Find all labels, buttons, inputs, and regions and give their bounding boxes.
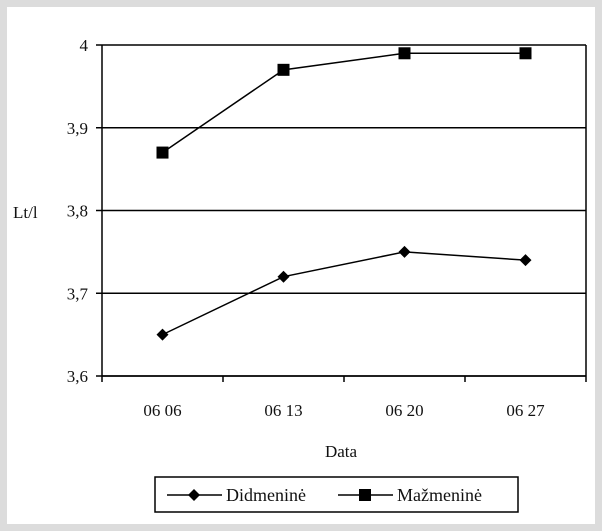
x-tick-label: 06 06 — [143, 401, 181, 420]
y-tick-label: 4 — [80, 36, 89, 55]
legend-label-didmenine: Didmeninė — [226, 485, 306, 505]
data-point-diamond — [156, 328, 169, 341]
legend-marker-mazmenine — [359, 489, 371, 501]
x-tick-label: 06 20 — [385, 401, 423, 420]
axes — [96, 44, 587, 382]
data-point-diamond — [277, 270, 290, 283]
data-point-square — [519, 47, 532, 60]
series-layer — [156, 47, 532, 341]
x-tick-label: 06 27 — [506, 401, 545, 420]
data-point-diamond — [398, 245, 411, 258]
data-point-square — [277, 63, 290, 76]
legend: Didmeninė Mažmeninė — [154, 476, 519, 513]
gridlines — [102, 44, 586, 377]
y-tick-labels: 3,6 3,7 3,8 3,9 4 — [67, 36, 89, 386]
legend-label-mazmenine: Mažmeninė — [397, 485, 482, 505]
data-point-square — [398, 47, 411, 60]
x-tick-label: 06 13 — [264, 401, 302, 420]
y-tick-label: 3,9 — [67, 119, 88, 138]
x-tick-labels: 06 06 06 13 06 20 06 27 — [143, 401, 545, 420]
data-point-square — [156, 146, 169, 159]
y-tick-label: 3,6 — [67, 367, 88, 386]
series-line-mazmenine — [162, 52, 526, 154]
series-line-didmenine — [162, 251, 526, 336]
data-point-diamond — [519, 254, 532, 267]
x-axis-title: Data — [325, 442, 358, 461]
y-tick-label: 3,7 — [67, 284, 89, 303]
legend-marker-didmenine — [188, 489, 200, 501]
y-tick-label: 3,8 — [67, 202, 88, 221]
y-axis-title: Lt/l — [13, 203, 38, 222]
